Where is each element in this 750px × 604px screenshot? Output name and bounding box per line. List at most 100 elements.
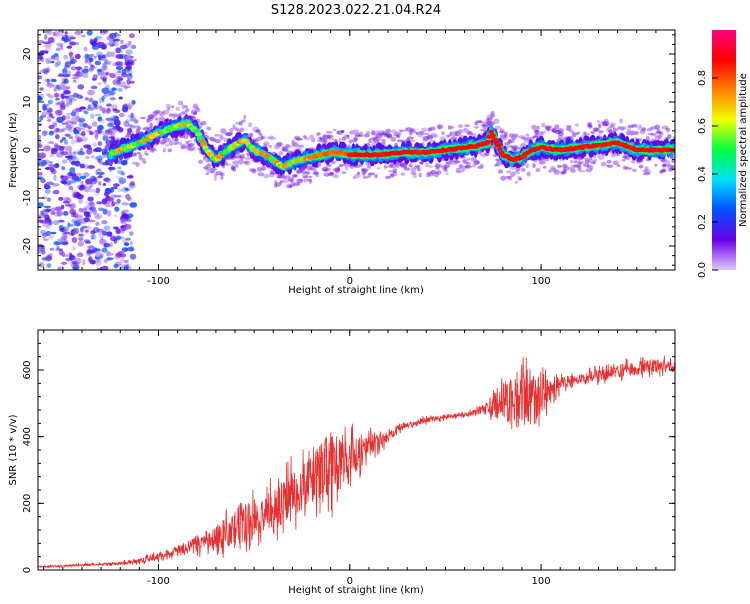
noise-blob [86,148,93,155]
noise-blob [41,131,48,137]
noise-blob [100,66,107,72]
haze-blob [480,163,484,167]
haze-blob [409,139,416,143]
noise-blob [53,88,57,92]
haze-blob [322,138,328,144]
noise-blob [70,161,77,166]
haze-blob [135,162,140,168]
noise-blob [72,74,78,77]
noise-blob [59,43,64,47]
noise-blob [42,41,51,45]
noise-blob [104,187,112,195]
noise-blob [102,162,110,166]
haze-blob [278,151,284,156]
noise-blob [38,139,42,145]
noise-blob [58,31,64,37]
colorbar-tick-label: 0.2 [697,214,708,230]
noise-blob [90,155,95,159]
noise-blob [70,212,76,218]
haze-blob [220,128,227,134]
haze-blob [512,145,519,150]
noise-blob [61,231,65,236]
haze-blob [162,148,166,153]
haze-blob [548,169,552,173]
colorbar-tick-label: 0.8 [697,70,708,86]
noise-blob [46,30,53,35]
haze-blob [344,165,349,171]
noise-blob [44,189,51,195]
noise-blob [42,257,48,261]
noise-blob [98,129,103,135]
haze-blob [424,132,428,136]
haze-blob [465,165,472,169]
noise-blob [108,166,116,171]
noise-blob [44,167,51,170]
noise-blob [45,230,52,236]
noise-blob [113,256,120,260]
haze-blob [671,159,675,164]
noise-blob [69,36,76,40]
noise-blob [72,192,77,199]
noise-blob [83,46,88,52]
noise-blob [52,123,58,128]
noise-blob [123,86,129,90]
haze-blob [365,131,371,135]
noise-blob [78,121,84,128]
noise-blob [46,255,53,261]
noise-blob [118,236,125,240]
y-tick-label: 600 [22,360,33,379]
x-tick-label: -100 [147,276,170,287]
haze-blob [473,125,480,129]
haze-blob [244,156,251,160]
haze-blob [315,174,319,178]
haze-blob [532,163,536,169]
noise-blob [97,82,102,86]
haze-blob [290,182,296,187]
haze-blob [667,134,672,139]
noise-blob [125,61,133,67]
haze-blob [612,160,619,166]
haze-blob [261,136,266,139]
haze-blob [219,136,225,141]
noise-blob [111,51,115,58]
haze-blob [287,145,294,148]
haze-blob [417,134,424,138]
y-tick-label: 10 [22,96,33,109]
noise-blob [97,159,101,162]
noise-blob [124,85,131,89]
noise-blob [81,130,86,137]
haze-blob [540,130,547,134]
noise-blob [82,123,90,128]
noise-blob [83,211,91,214]
haze-blob [232,160,239,165]
noise-blob [125,193,131,200]
noise-blob [129,124,137,129]
haze-blob [570,168,576,173]
haze-blob [172,113,178,117]
haze-blob [424,162,430,168]
noise-blob [71,76,79,80]
noise-blob [119,265,126,270]
noise-blob [42,232,49,237]
noise-blob [115,66,124,71]
haze-blob [292,143,300,148]
noise-blob [79,184,85,189]
haze-blob [588,124,593,129]
noise-blob [50,210,56,215]
noise-blob [63,231,71,235]
noise-blob [62,200,70,204]
haze-blob [471,163,477,168]
noise-blob [61,115,66,121]
haze-blob [418,130,425,136]
noise-blob [46,116,55,119]
noise-blob [97,207,105,212]
noise-blob [95,221,100,226]
noise-blob [126,219,132,222]
noise-blob [108,91,115,97]
haze-blob [150,147,155,153]
haze-blob [381,139,387,145]
noise-blob [75,172,83,177]
haze-blob [616,164,621,167]
noise-blob [46,107,53,113]
noise-blob [69,223,74,228]
